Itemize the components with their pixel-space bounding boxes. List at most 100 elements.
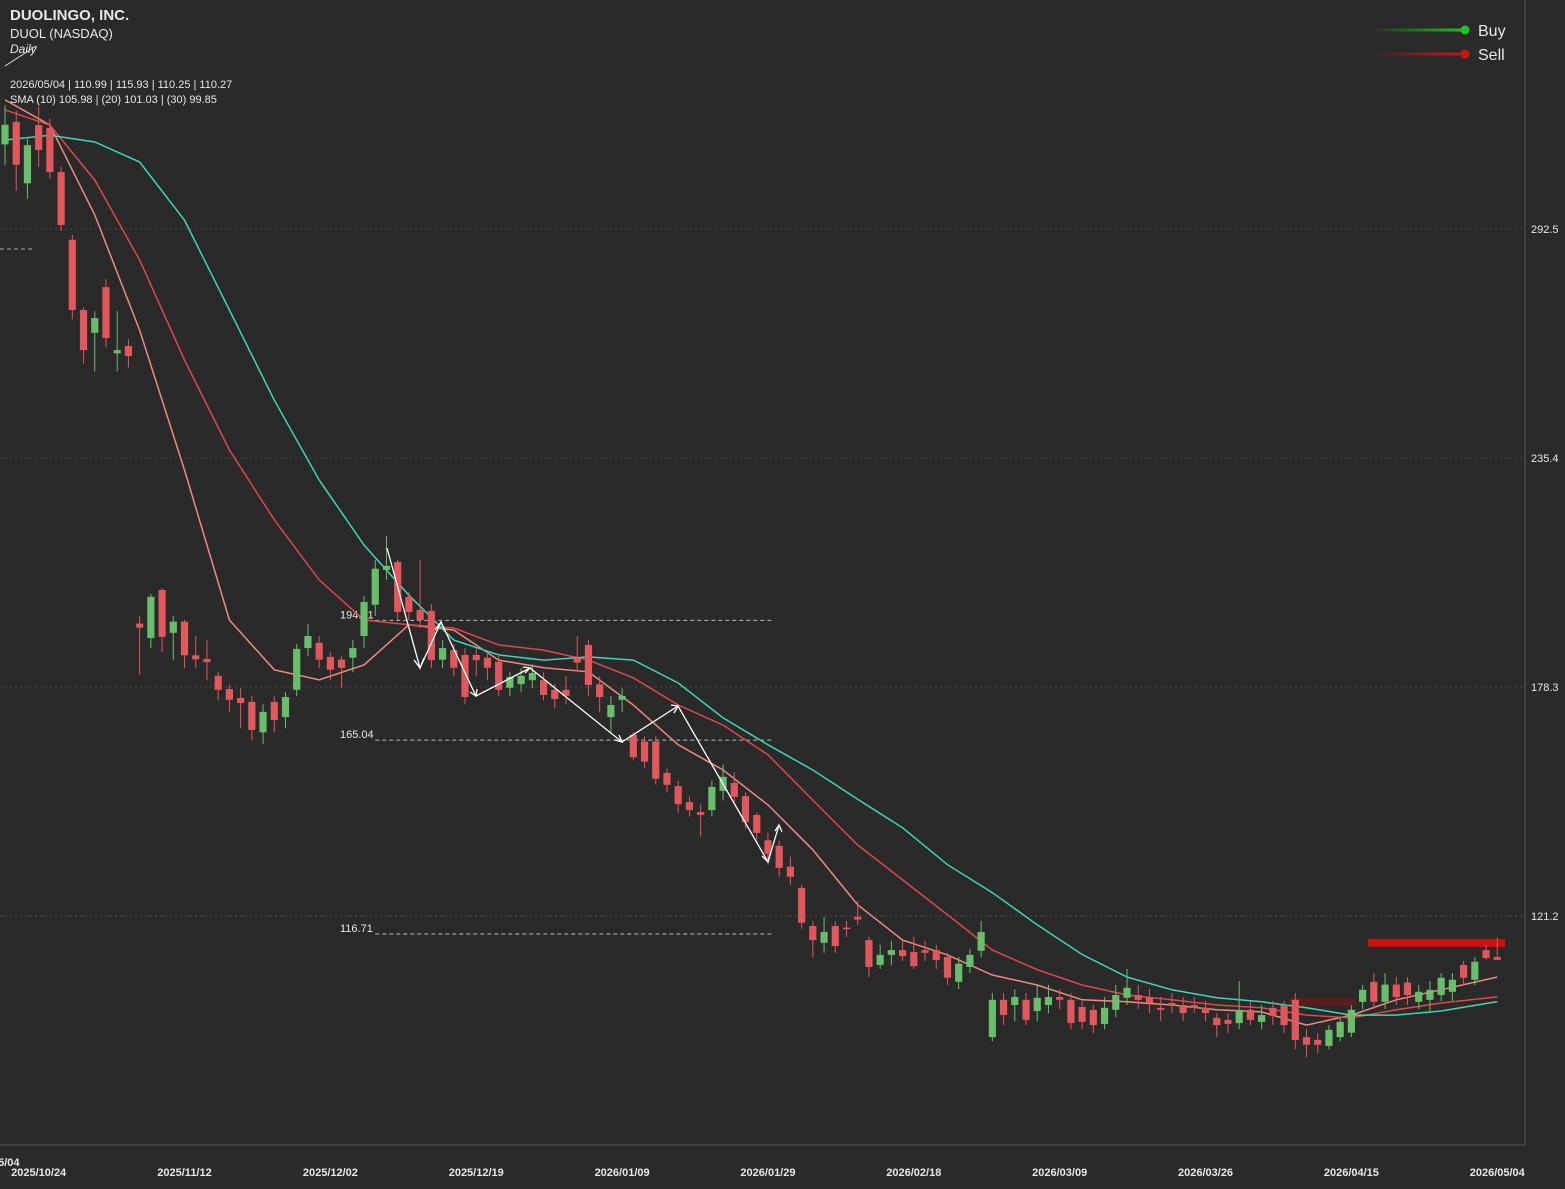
candle-body	[999, 999, 1008, 1016]
candle-body	[349, 648, 357, 658]
x-tick-label: 2026/01/29	[740, 1167, 795, 1179]
candle-body	[1213, 1017, 1221, 1026]
candle-body	[517, 675, 525, 685]
candle-body	[495, 661, 503, 690]
title: DUOLINGO, INC.	[10, 7, 129, 24]
candle-body	[1314, 1039, 1322, 1045]
candle-body	[1471, 961, 1479, 980]
candle-body	[259, 711, 267, 733]
candle-body	[887, 950, 895, 955]
candle-body	[315, 642, 323, 660]
candle-body	[113, 350, 121, 354]
candle-body	[1224, 1019, 1232, 1024]
candle-body	[102, 287, 110, 339]
candle-body	[248, 701, 256, 730]
candle-body	[741, 796, 750, 823]
candle-body	[932, 950, 940, 961]
candle-body	[214, 675, 222, 690]
x-tick-label: 2026/02/18	[886, 1167, 941, 1179]
candle-body	[685, 802, 694, 811]
candle-body	[1112, 995, 1120, 1010]
y-tick-label: 292.5	[1531, 224, 1559, 236]
candle-body	[405, 596, 413, 613]
candle-body	[697, 812, 705, 815]
candle-body	[921, 950, 929, 953]
x-tick-label: 2026/03/09	[1032, 1167, 1087, 1179]
candle-body	[1291, 999, 1299, 1040]
candle-body	[943, 956, 952, 978]
candle-body	[629, 734, 637, 758]
candle-body	[1100, 1007, 1109, 1024]
candle-body	[764, 840, 772, 854]
candle-body	[674, 786, 682, 805]
candle-body	[1235, 1009, 1243, 1024]
x-tick-label: 2026/01/09	[595, 1167, 650, 1179]
candle-body	[988, 999, 996, 1038]
candle-body	[1370, 981, 1378, 1002]
arrow-heads	[413, 620, 783, 864]
y-tick-label: 121.2	[1531, 911, 1559, 923]
candle-body	[618, 695, 626, 700]
candle-body	[180, 621, 189, 656]
candle-body	[326, 656, 334, 670]
candle-body	[573, 657, 581, 663]
candle-body	[293, 648, 301, 690]
candle-body	[281, 697, 290, 718]
candle-body	[528, 672, 536, 681]
candle-body	[450, 650, 458, 668]
candle-body	[416, 609, 424, 621]
x-tick-label: 2025/12/19	[449, 1167, 504, 1179]
candle-body	[966, 954, 974, 967]
candle-body	[68, 239, 76, 311]
candle-body	[472, 654, 480, 661]
x-tick-label: 2026/05/04	[1470, 1167, 1526, 1179]
legend-dot	[1460, 49, 1470, 59]
candle-body	[169, 621, 177, 633]
candle-body	[1302, 1037, 1311, 1045]
legend-label: Buy	[1478, 23, 1506, 40]
candle-body	[1179, 1005, 1187, 1014]
candle-body	[1415, 991, 1423, 1002]
candle-body	[899, 950, 907, 957]
candle-body	[865, 940, 873, 967]
candle-body	[203, 658, 211, 663]
candle-body	[35, 125, 43, 150]
subtitle: DUOL (NASDAQ)	[10, 26, 113, 41]
candle-body	[607, 705, 615, 718]
candle-body	[360, 601, 368, 637]
candle-body	[1134, 995, 1142, 1000]
candle-body	[91, 318, 99, 333]
candle-body	[1392, 984, 1400, 998]
level-label: 165.04	[340, 729, 374, 741]
candle-body	[304, 636, 312, 649]
ohlc-readout: 2026/05/04 | 110.99 | 115.93 | 110.25 | …	[10, 79, 232, 91]
candle-body	[1269, 1007, 1277, 1016]
candle-body	[663, 772, 671, 785]
candle-body	[1381, 984, 1389, 1002]
y-tick-label: 235.4	[1531, 453, 1559, 465]
candle-body	[730, 782, 738, 797]
candle-body	[842, 927, 851, 930]
candle-body	[1246, 1009, 1255, 1020]
legend-dot	[1460, 25, 1470, 35]
candle-body	[1044, 997, 1053, 1006]
candle-body	[1359, 989, 1367, 1002]
x-tick-label: 2025/12/02	[303, 1167, 358, 1179]
candle-body	[1201, 1007, 1210, 1014]
candle-body	[46, 127, 54, 173]
candle-body	[1022, 999, 1030, 1020]
candle-body	[1460, 964, 1468, 978]
candle-body	[1157, 1007, 1165, 1010]
candle-body	[910, 952, 918, 967]
candle-body	[23, 145, 32, 184]
candle-body	[427, 610, 435, 661]
level-label: 116.71	[340, 923, 373, 935]
candle-body	[1145, 997, 1154, 1004]
candle-body	[640, 741, 649, 762]
candle-body	[1325, 1029, 1333, 1046]
candle-body	[1426, 989, 1434, 1000]
y-tick-label: 178.3	[1531, 682, 1559, 694]
candle-body	[876, 954, 884, 965]
